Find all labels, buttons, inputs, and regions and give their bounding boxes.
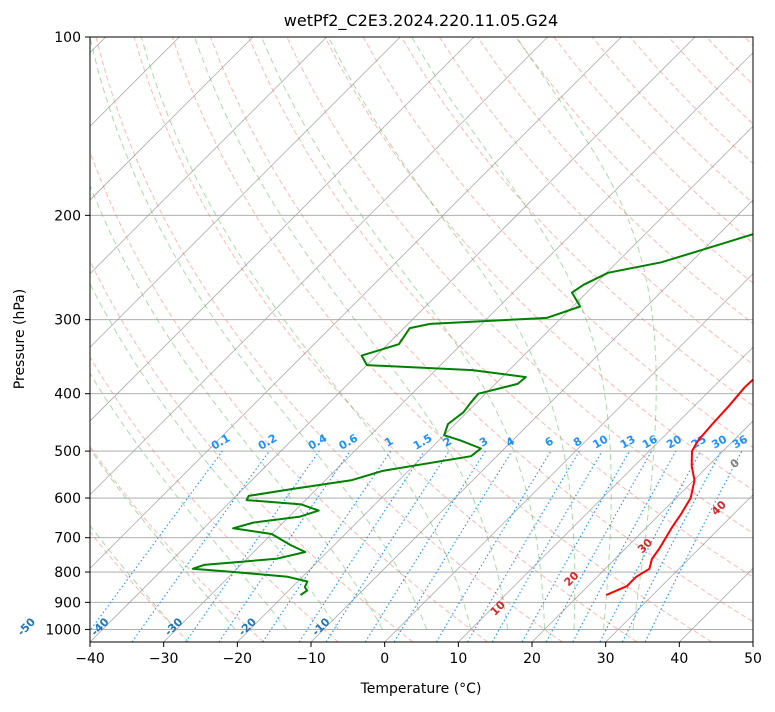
- moist-adiabat: [411, 37, 612, 630]
- y-tick-label: 900: [54, 595, 81, 611]
- y-tick-label: 800: [54, 565, 81, 581]
- x-tick-label: 40: [670, 651, 688, 667]
- y-tick-label: 500: [54, 444, 81, 460]
- moist-adiabat: [90, 37, 428, 630]
- x-axis-label: Temperature (°C): [360, 681, 482, 697]
- moist-adiabat: [328, 37, 576, 630]
- isotherm: [237, 125, 753, 642]
- x-tick-label: −10: [296, 651, 326, 667]
- x-tick-label: −30: [149, 651, 179, 667]
- mixing-ratio-line: [131, 450, 270, 642]
- moist-adiabat: [140, 37, 472, 630]
- y-axis-label: Pressure (hPa): [12, 289, 28, 389]
- isotherm: [752, 641, 753, 642]
- isotherm: [90, 37, 254, 201]
- background-lines: [90, 10, 775, 642]
- mixing-ratio-line: [644, 450, 743, 642]
- x-tick-label: −20: [223, 651, 253, 667]
- mixing-ratio-line: [90, 450, 223, 632]
- isotherm: [531, 420, 753, 642]
- mixing-ratio-line: [545, 450, 653, 642]
- moist-adiabat: [90, 524, 177, 630]
- isotherm: [90, 37, 401, 348]
- y-tick-label: 600: [54, 491, 81, 507]
- y-tick-label: 200: [54, 208, 81, 224]
- isotherm: [310, 199, 753, 642]
- x-tick-label: 0: [380, 651, 389, 667]
- dry-adiabat: [515, 37, 753, 284]
- axes: −40 −30 −20 −10 0 10 20 30 40 50 100 200 300 400 500 60…: [45, 30, 762, 667]
- data-series: [191, 233, 753, 597]
- moist-adiabat: [90, 282, 339, 630]
- moist-adiabat: [90, 372, 288, 630]
- dry-adiabat: [90, 150, 488, 642]
- moist-adiabat: [261, 37, 546, 630]
- x-tick-label: 30: [597, 651, 615, 667]
- dry-adiabat: [133, 37, 638, 642]
- dry-adiabat: [324, 37, 753, 491]
- dry-adiabat: [209, 37, 753, 623]
- dry-adiabat: [400, 37, 753, 407]
- isotherm: [458, 346, 753, 642]
- dry-adiabat: [756, 10, 775, 642]
- y-tick-label: 1000: [45, 622, 81, 638]
- moist-adiabat: [516, 37, 657, 630]
- mixing-ratio-line: [185, 450, 320, 642]
- dry-adiabat: [95, 37, 563, 642]
- mixing-ratio-line: [218, 450, 351, 642]
- dry-adiabat-label: -50: [15, 615, 38, 638]
- y-tick-label: 700: [54, 531, 81, 547]
- isotherm: [384, 273, 753, 642]
- dry-adiabat: [362, 37, 753, 449]
- dry-adiabat: [90, 531, 190, 642]
- isotherm: [163, 52, 753, 642]
- y-tick-label: 400: [54, 387, 81, 403]
- isotherm: [605, 494, 753, 642]
- mixing-ratio-line: [325, 450, 450, 642]
- isotherm: [90, 37, 622, 569]
- dry-adiabat: [171, 37, 712, 642]
- dry-adiabat: [286, 37, 753, 534]
- x-tick-label: 20: [523, 651, 541, 667]
- plot-background: [90, 37, 753, 642]
- dry-adiabat: [248, 37, 753, 578]
- mixing-ratio-line: [521, 450, 630, 642]
- moist-adiabat: [194, 37, 509, 630]
- x-tick-label: 50: [744, 651, 762, 667]
- x-tick-label: −40: [75, 651, 105, 667]
- mixing-ratio-line: [393, 450, 513, 642]
- dewpoint-line: [191, 233, 753, 596]
- moist-adiabat: [90, 447, 236, 630]
- plot-frame: [89, 36, 754, 643]
- y-tick-label: 300: [54, 313, 81, 329]
- chart-title: wetPf2_C2E3.2024.220.11.05.G24: [284, 11, 558, 31]
- dry-adiabat: [90, 356, 339, 642]
- x-tick-label: 10: [449, 651, 467, 667]
- dry-adiabat: [90, 259, 414, 642]
- mixing-ratio-line: [572, 450, 677, 642]
- y-tick-label: 100: [54, 30, 81, 46]
- isotherm: [90, 37, 327, 275]
- mixing-ratio-line: [298, 450, 425, 642]
- isotherm: [90, 37, 696, 642]
- mixing-ratio-line: [262, 450, 392, 642]
- temperature-line: [605, 378, 753, 597]
- isotherm: [90, 37, 475, 422]
- isotherm: [90, 37, 548, 496]
- dry-adiabat: [477, 37, 753, 325]
